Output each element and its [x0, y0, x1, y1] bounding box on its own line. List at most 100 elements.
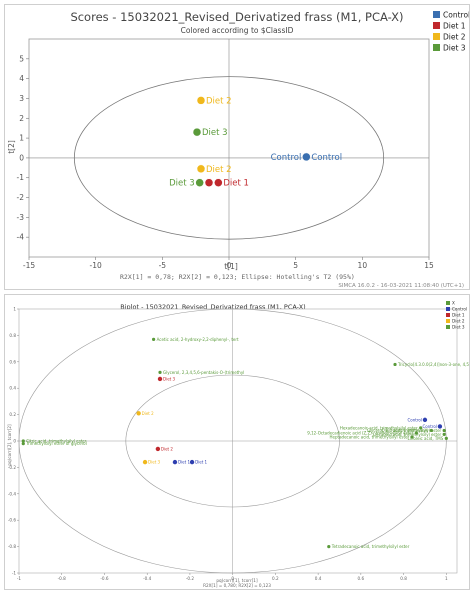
y-tick-label: -1 [17, 173, 25, 182]
biplot-point-label: Diet 3 [148, 460, 160, 465]
score-point [192, 127, 202, 137]
biplot-point-label: Diet 1 [195, 460, 207, 465]
biplot-legend-entry: X [452, 301, 455, 306]
chart-subtitle: Colored according to $ClassID [181, 26, 294, 35]
biplot-x-tick-label: 0.2 [272, 576, 279, 581]
biplot-legend-entry: Diet 2 [452, 319, 465, 324]
x-tick-label: 5 [293, 261, 298, 270]
y-tick-label: 5 [19, 54, 24, 63]
score-point [196, 164, 206, 174]
point-label: Diet 3 [202, 128, 228, 138]
x-tick-label: -10 [90, 261, 102, 270]
legend-entry: Control [443, 11, 469, 20]
y-tick-label: 1 [19, 134, 24, 143]
biplot-point-label: 9,12-Octadecadienoic acid (Z,Z)-, trimet… [307, 431, 413, 436]
biplot-point-label: Control [407, 417, 421, 422]
biplot-point [410, 435, 414, 439]
point-label: Diet 3 [169, 179, 195, 189]
biplot-point [21, 439, 25, 443]
biplot-point-label: Diet 1 [178, 460, 190, 465]
biplot-point-label: Glycerol, 1,3-bis(trimethylsilyl) [367, 428, 429, 433]
biplot-point-label: Control [422, 424, 436, 429]
point-label: Diet 2 [206, 165, 232, 175]
y-tick-label: -3 [17, 213, 25, 222]
legend-entry: Diet 2 [443, 33, 466, 42]
scores-plot: Scores - 15032021_Revised_Derivatized fr… [7, 10, 469, 289]
legend-swatch [433, 33, 440, 40]
biplot-point [142, 459, 148, 465]
biplot-point-label: Tricyclo[4.3.0.0(2,4)]non-3-one, 4,5-dim… [397, 362, 469, 367]
legend: Control Diet 1 Diet 2 Diet 3 [433, 11, 469, 53]
biplot-x-tick-label: -0.4 [143, 576, 152, 581]
y-tick-label: -2 [17, 193, 25, 202]
x-tick-label: 15 [424, 261, 434, 270]
biplot-point-label: Linoleic acid, TMS [408, 436, 444, 441]
point-label: Control [271, 153, 302, 163]
chart-title: Scores - 15032021_Revised_Derivatized fr… [70, 10, 403, 24]
x-tick-label: 10 [358, 261, 368, 270]
score-point [195, 178, 204, 187]
biplot-point-label: Glycerol, 2,3,4,5,6-pentakis-O-(trimethy… [163, 370, 244, 375]
legend-swatch [433, 22, 440, 29]
scores-plot-panel: Scores - 15032021_Revised_Derivatized fr… [4, 4, 470, 290]
x-tick-label: -15 [23, 261, 35, 270]
biplot-point [158, 370, 162, 374]
biplot-point [437, 424, 443, 429]
legend-swatch [433, 11, 440, 18]
biplot-title: Biplot - 15032021_Revised_Derivatized fr… [120, 303, 305, 311]
biplot-point [327, 545, 331, 549]
biplot-point [419, 426, 423, 430]
biplot-point [414, 431, 419, 435]
biplot-y-tick-label: 0.6 [9, 359, 16, 364]
biplot-panel: Biplot - 15032021_Revised_Derivatized fr… [4, 294, 470, 590]
legend-entry: Diet 3 [443, 44, 466, 53]
biplot-point-label: Citric acid, trimethylsilyl ester [26, 439, 86, 444]
biplot-point-label: Heptadecanoic acid, trimethylsilyl ester [330, 435, 410, 440]
biplot-legend-swatch [446, 313, 450, 317]
biplot-x-tick-label: -0.6 [100, 576, 109, 581]
biplot-x-tick-label: 0 [231, 576, 234, 581]
biplot-y-tick-label: 1 [13, 307, 16, 312]
biplot-point-label: Decanoic acid, trimethylsilyl ester [373, 432, 441, 437]
biplot-point [422, 417, 428, 423]
model-summary: R2X[1] = 0,78; R2X[2] = 0,123; Ellipse: … [120, 273, 355, 281]
biplot-x-tick-label: 0.4 [315, 576, 322, 581]
biplot-point [136, 411, 141, 416]
biplot-y-tick-label: -0.4 [8, 491, 17, 496]
biplot-point-label: Diet 2 [142, 411, 154, 416]
y-tick-label: 2 [19, 114, 24, 123]
point-label: Control [311, 153, 342, 163]
biplot-point [152, 337, 156, 341]
score-point [214, 178, 223, 187]
score-point [196, 96, 206, 105]
y-axis-label: t[2] [7, 140, 16, 154]
y-tick-label: 3 [19, 94, 24, 103]
biplot-y-tick-label: 0.2 [9, 412, 16, 417]
biplot-point [442, 432, 446, 436]
biplot-legend-entry: Diet 1 [452, 313, 465, 318]
biplot-legend-entry: Diet 3 [452, 325, 465, 330]
biplot-legend-swatch [446, 319, 450, 323]
point-label: Diet 2 [206, 96, 232, 106]
biplot-point [429, 428, 433, 433]
biplot-x-axis-label: pq(corr)[1], tcorr[1] [216, 578, 258, 583]
biplot-area: -1 -0.8 -0.6 -0.4 -0.2 0 0.2 0.4 0.6 0.8 1 -1 -0.8 -0… [8, 307, 469, 582]
point-label: Diet 1 [223, 179, 249, 189]
biplot-point [157, 376, 163, 382]
biplot-point [442, 428, 446, 433]
biplot-y-tick-label: -1 [12, 571, 17, 576]
biplot: Biplot - 15032021_Revised_Derivatized fr… [7, 301, 469, 588]
biplot-point-label: Tetradecanoic acid, trimethylsilyl ester [331, 544, 410, 549]
biplot-y-tick-label: -0.2 [8, 465, 17, 470]
biplot-legend-entry: Control [452, 307, 467, 312]
biplot-x-tick-label: -1 [17, 576, 22, 581]
biplot-legend-swatch [446, 325, 450, 329]
biplot-x-tick-label: -0.8 [58, 576, 67, 581]
y-tick-label: 0 [19, 153, 24, 162]
biplot-point [444, 436, 448, 440]
biplot-x-tick-label: 0.6 [358, 576, 365, 581]
biplot-point-label: Oleic acid, trimethylsilyl ester [381, 428, 441, 433]
correlation-circle [125, 374, 340, 508]
y-tick-label: 4 [19, 74, 24, 83]
